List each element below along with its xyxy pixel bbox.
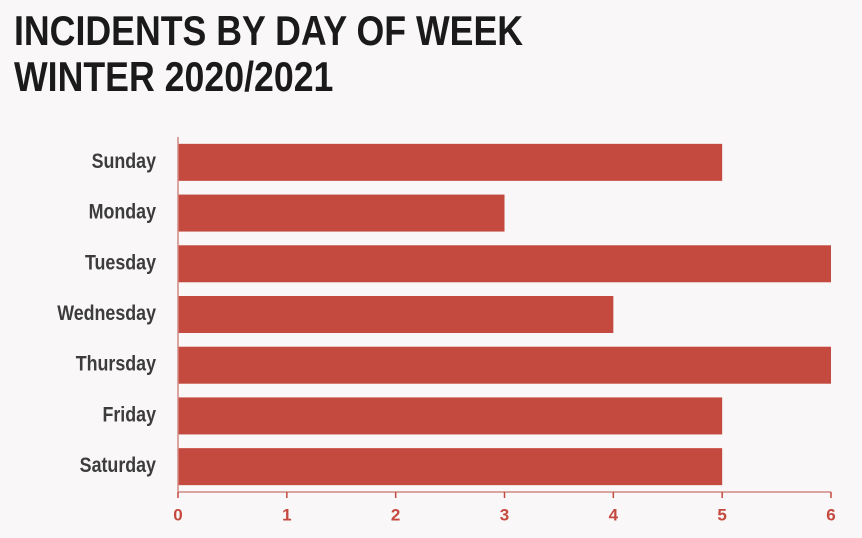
x-tick-label: 3 [500,505,509,524]
y-tick-label: Thursday [76,352,156,376]
x-tick-label: 6 [826,505,835,524]
y-tick-label: Wednesday [57,302,156,326]
x-tick-label: 4 [609,505,619,524]
y-tick-label: Monday [89,200,157,224]
y-tick-label: Tuesday [85,251,156,275]
bar [178,143,723,181]
chart-title: INCIDENTS BY DAY OF WEEK [14,8,523,54]
x-tick-label: 1 [282,505,291,524]
y-tick-label: Friday [102,403,156,427]
bar [178,346,831,384]
x-tick-label: 5 [717,505,726,524]
bar [178,245,831,283]
bar [178,448,723,486]
bar [178,194,505,232]
x-tick-label: 2 [391,505,400,524]
chart-subtitle: WINTER 2020/2021 [14,54,333,100]
y-tick-label: Saturday [80,454,156,478]
bar [178,296,614,333]
y-tick-label: Sunday [92,150,157,174]
x-tick-label: 0 [173,505,182,524]
bar [178,397,723,435]
